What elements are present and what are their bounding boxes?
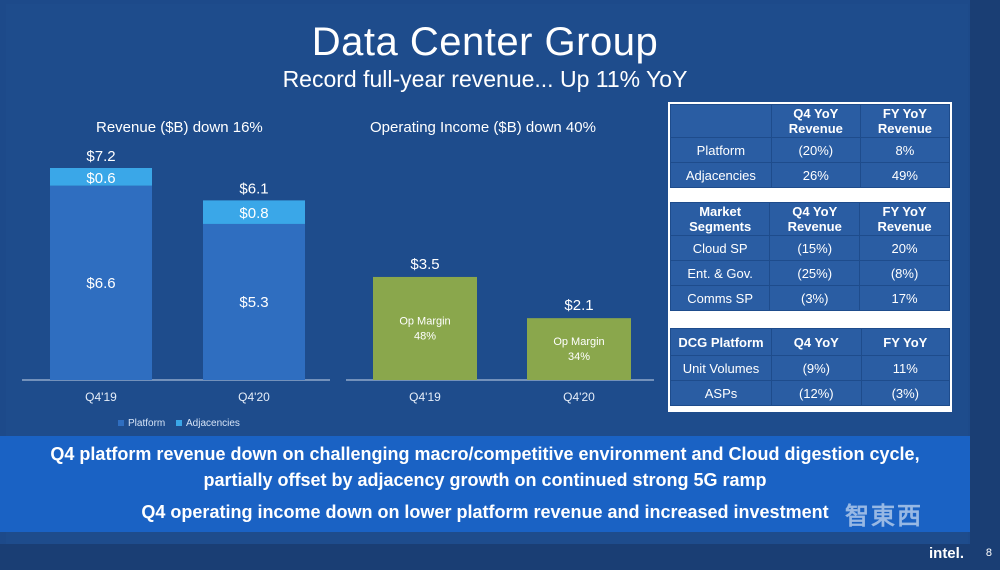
summary-banner: Q4 platform revenue down on challenging …	[0, 436, 970, 532]
table-cell: (9%)	[770, 355, 862, 381]
op-margin-caption: Op Margin	[399, 315, 450, 327]
platform-table: Q4 YoY Revenue FY YoY Revenue Platform (…	[670, 104, 951, 188]
segments-table-header-2: FY YoY Revenue	[859, 202, 950, 236]
slide-subtitle: Record full-year revenue... Up 11% YoY	[282, 66, 688, 92]
bottom-edge-strip	[0, 544, 1000, 570]
revenue-total-label: $6.1	[239, 180, 268, 197]
table-cell: 17%	[859, 285, 950, 311]
revenue-adjacencies-label: $0.8	[239, 205, 268, 222]
platform-table-header-0	[670, 104, 772, 138]
watermark-logo: 智東西	[845, 503, 923, 530]
opincome-value-label: $3.5	[410, 256, 439, 273]
opincome-bar	[527, 318, 631, 380]
table-cell: (8%)	[859, 260, 950, 286]
table-cell: 20%	[859, 235, 950, 261]
segments-table: Market Segments Q4 YoY Revenue FY YoY Re…	[669, 202, 950, 311]
table-cell: (20%)	[770, 137, 861, 163]
platform-table-header-1: Q4 YoY Revenue	[770, 104, 861, 138]
legend-platform: Platform	[118, 418, 165, 429]
table-cell: (3%)	[860, 380, 951, 406]
op-margin-value: 48%	[414, 330, 436, 342]
table-cell: (25%)	[769, 260, 861, 286]
opincome-chart-title: Operating Income ($B) down 40%	[370, 119, 596, 136]
table-cell: 11%	[860, 355, 951, 381]
table-cell: Platform	[670, 137, 772, 163]
segments-table-header-1: Q4 YoY Revenue	[769, 202, 861, 236]
banner-line-1: Q4 platform revenue down on challenging …	[50, 444, 920, 464]
revenue-bar-platform	[50, 185, 152, 380]
page-number: 8	[985, 547, 992, 559]
revenue-category-label: Q4'19	[85, 390, 117, 404]
table-cell: Comms SP	[669, 285, 771, 311]
op-margin-caption: Op Margin	[553, 336, 604, 348]
revenue-adjacencies-label: $0.6	[86, 170, 115, 187]
banner-line-3: Q4 operating income down on lower platfo…	[141, 502, 829, 522]
table-row: Platform (20%) 8%	[670, 137, 951, 163]
table-cell: Adjacencies	[670, 162, 772, 188]
revenue-bar-adjacencies	[203, 200, 305, 224]
revenue-bar-adjacencies	[50, 168, 152, 186]
table-row: Cloud SP (15%) 20%	[669, 235, 950, 261]
dcg-table-header-1: Q4 YoY	[770, 328, 862, 356]
opincome-bar	[373, 276, 477, 380]
op-margin-value: 34%	[568, 351, 590, 363]
table-cell: Ent. & Gov.	[669, 260, 771, 286]
table-row: Unit Volumes (9%) 11%	[670, 355, 951, 381]
opincome-value-label: $2.1	[564, 297, 593, 314]
dcg-table-header-0: DCG Platform	[670, 328, 772, 356]
table-row: Ent. & Gov. (25%) (8%)	[669, 260, 950, 286]
table-row: ASPs (12%) (3%)	[670, 380, 951, 406]
table-cell: 26%	[770, 162, 861, 188]
table-cell: 49%	[859, 162, 951, 188]
table-cell: Cloud SP	[669, 235, 771, 261]
legend-platform-label: Platform	[128, 418, 166, 429]
legend-adjacencies: Adjacencies	[176, 418, 240, 429]
dcg-table-header-2: FY YoY	[860, 328, 951, 356]
table-cell: 8%	[859, 137, 951, 163]
revenue-platform-label: $5.3	[239, 294, 268, 311]
platform-table-header-2: FY YoY Revenue	[859, 104, 951, 138]
opincome-category-label: Q4'20	[563, 390, 595, 404]
banner-line-2: partially offset by adjacency growth on …	[203, 470, 767, 490]
dcg-table: DCG Platform Q4 YoY FY YoY Unit Volumes …	[670, 328, 951, 406]
table-cell: (15%)	[769, 235, 861, 261]
table-cell: (3%)	[769, 285, 861, 311]
slide-title: Data Center Group	[311, 20, 659, 64]
revenue-chart-title: Revenue ($B) down 16%	[96, 119, 263, 136]
revenue-total-label: $7.2	[86, 148, 115, 165]
table-cell: (12%)	[770, 380, 862, 406]
legend-platform-swatch	[118, 420, 124, 426]
revenue-bar-platform	[203, 223, 305, 380]
right-edge-strip	[970, 0, 1000, 570]
table-cell: Unit Volumes	[670, 355, 772, 381]
legend-adjacencies-label: Adjacencies	[186, 418, 240, 429]
table-cell: ASPs	[670, 380, 772, 406]
legend-adjacencies-swatch	[176, 420, 182, 426]
revenue-category-label: Q4'20	[238, 390, 270, 404]
opincome-category-label: Q4'19	[409, 390, 441, 404]
segments-table-header-0: Market Segments	[669, 202, 771, 236]
table-row: Comms SP (3%) 17%	[669, 285, 950, 311]
table-row: Adjacencies 26% 49%	[670, 162, 951, 188]
revenue-platform-label: $6.6	[86, 275, 115, 292]
intel-logo: intel.	[928, 545, 964, 562]
